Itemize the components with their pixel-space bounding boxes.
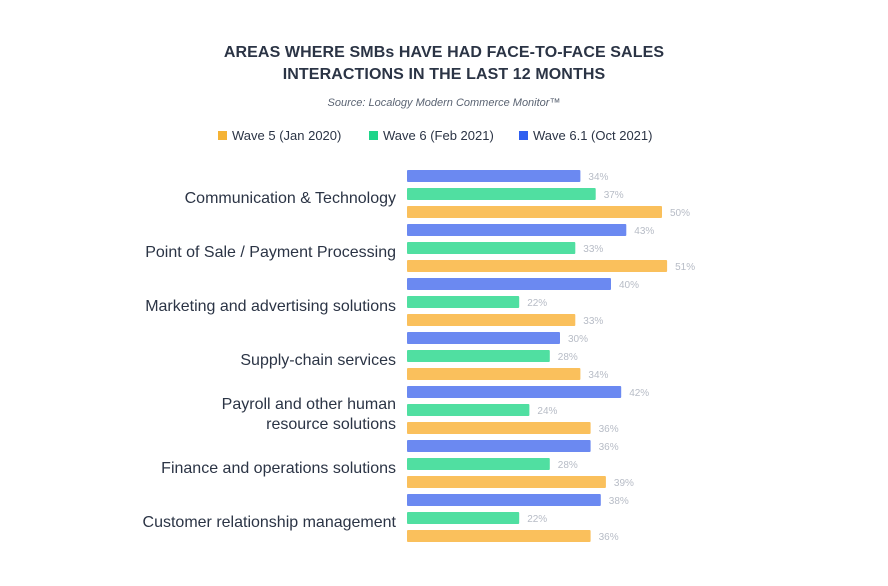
data-label: 22% (527, 514, 547, 525)
data-label: 37% (604, 190, 624, 201)
bar (407, 170, 581, 182)
bar (407, 206, 662, 218)
legend-swatch-wave-6-1 (519, 131, 528, 140)
bar (407, 242, 576, 254)
chart-source: Source: Localogy Modern Commerce Monitor… (327, 97, 561, 109)
bar (407, 494, 601, 506)
data-label: 38% (609, 496, 629, 507)
legend: Wave 5 (Jan 2020) Wave 6 (Feb 2021) Wave… (0, 128, 888, 146)
bar (407, 260, 668, 272)
data-label: 33% (583, 244, 603, 255)
bar (407, 314, 576, 326)
bar (407, 278, 611, 290)
category-label: Customer relationship management (143, 514, 397, 531)
legend-label-wave-6: Wave 6 (Feb 2021) (383, 128, 494, 143)
data-label: 51% (675, 262, 695, 273)
data-label: 28% (558, 352, 578, 363)
bar (407, 440, 591, 452)
category-label: Payroll and other human (222, 396, 396, 413)
data-label: 24% (537, 406, 557, 417)
legend-item-wave-5: Wave 5 (Jan 2020) (218, 128, 341, 143)
bar (407, 296, 520, 308)
data-label: 36% (599, 442, 619, 453)
legend-swatch-wave-6 (369, 131, 378, 140)
data-label: 36% (599, 424, 619, 435)
legend-label-wave-5: Wave 5 (Jan 2020) (232, 128, 342, 143)
legend-item-wave-6-1: Wave 6.1 (Oct 2021) (519, 128, 652, 143)
bar (407, 422, 591, 434)
chart-title-line-2: INTERACTIONS IN THE LAST 12 MONTHS (282, 66, 606, 83)
data-label: 43% (634, 226, 654, 237)
data-label: 34% (588, 370, 608, 381)
category-label: Point of Sale / Payment Processing (145, 244, 396, 261)
legend-swatch-wave-5 (218, 131, 227, 140)
bar (407, 368, 581, 380)
category-label: resource solutions (266, 416, 396, 433)
data-label: 40% (619, 280, 639, 291)
chart-title-line-1: AREAS WHERE SMBs HAVE HAD FACE-TO-FACE S… (223, 44, 665, 61)
bar (407, 224, 627, 236)
chart-title: AREAS WHERE SMBs HAVE HAD FACE-TO-FACE S… (0, 42, 888, 86)
category-label: Finance and operations solutions (161, 460, 396, 477)
data-label: 30% (568, 334, 588, 345)
bar (407, 530, 591, 542)
data-label: 50% (670, 208, 690, 219)
data-label: 36% (599, 532, 619, 543)
bar (407, 350, 550, 362)
data-label: 39% (614, 478, 634, 489)
bar (407, 458, 550, 470)
legend-item-wave-6: Wave 6 (Feb 2021) (369, 128, 494, 143)
data-label: 28% (558, 460, 578, 471)
data-label: 42% (629, 388, 649, 399)
category-label: Supply-chain services (240, 352, 396, 369)
bar (407, 386, 622, 398)
bar (407, 512, 520, 524)
bar (407, 332, 560, 344)
bar (407, 188, 596, 200)
data-label: 33% (583, 316, 603, 327)
bar (407, 404, 530, 416)
category-label: Marketing and advertising solutions (145, 298, 396, 315)
data-label: 22% (527, 298, 547, 309)
category-label: Communication & Technology (185, 190, 396, 207)
data-label: 34% (588, 172, 608, 183)
legend-label-wave-6-1: Wave 6.1 (Oct 2021) (533, 128, 653, 143)
bar (407, 476, 606, 488)
